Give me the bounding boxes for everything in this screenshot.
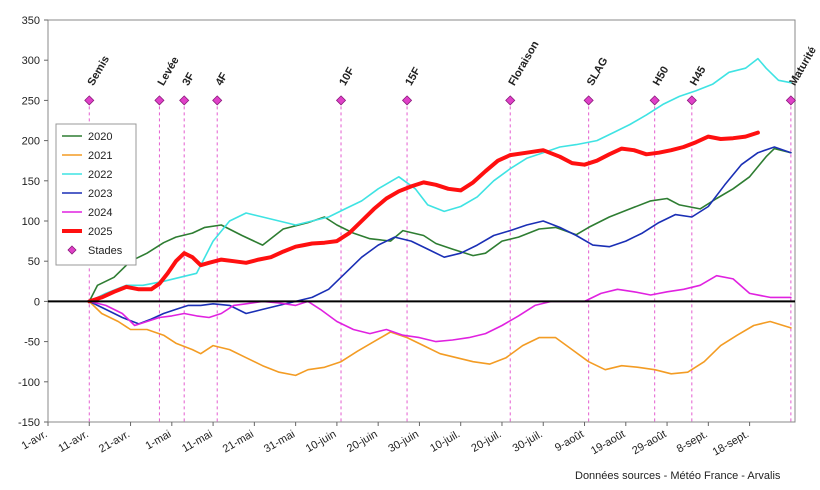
x-tick-label: 9-août xyxy=(553,428,586,454)
source-note: Données sources - Météo France - Arvalis xyxy=(575,470,781,482)
stage-points xyxy=(84,95,796,106)
y-tick-label: -100 xyxy=(18,377,40,389)
legend-label-2021: 2021 xyxy=(88,150,112,162)
y-tick-label: 50 xyxy=(28,256,40,268)
x-tick-label: 10-juil. xyxy=(428,428,462,455)
x-tick-label: 21-mai xyxy=(221,428,256,455)
stage-label: 15F xyxy=(403,65,423,88)
series-2025 xyxy=(87,130,760,304)
stage-marker xyxy=(154,95,165,106)
legend-label-2023: 2023 xyxy=(88,188,112,200)
stage-label: 4F xyxy=(213,71,230,88)
series-lines xyxy=(87,57,792,377)
legend-label-2025: 2025 xyxy=(88,226,112,238)
y-axis: -150 -100 -50 0 50 100 150 200 250 300 350 xyxy=(18,15,796,429)
y-tick-label: 150 xyxy=(22,176,40,188)
stage-marker xyxy=(179,95,190,106)
x-tick-label: 1-mai xyxy=(143,428,173,452)
stage-marker xyxy=(335,95,347,106)
series-2022 xyxy=(88,57,792,303)
stage-label: H50 xyxy=(651,64,671,87)
stage-marker xyxy=(401,95,413,106)
y-tick-label: -50 xyxy=(24,337,40,349)
legend-swatch-stades xyxy=(67,245,77,255)
stage-label: Floraison xyxy=(506,39,541,88)
y-tick-label: 0 xyxy=(34,296,40,308)
series-2021 xyxy=(88,300,792,377)
stage-marker xyxy=(583,95,594,106)
x-tick-label: 18-sept. xyxy=(711,428,751,458)
legend-label-2024: 2024 xyxy=(88,207,112,219)
stage-marker xyxy=(505,95,516,106)
y-tick-label: -150 xyxy=(18,417,40,429)
x-tick-label: 10-juin xyxy=(304,428,339,455)
legend-box xyxy=(55,123,137,266)
legend: 2020 2021 2022 2023 2024 2025 Stades xyxy=(55,123,137,266)
y-tick-label: 300 xyxy=(22,55,40,67)
x-tick-label: 29-août xyxy=(630,428,668,457)
x-tick-label: 30-juin xyxy=(386,428,421,455)
x-tick-label: 31-mai xyxy=(262,428,297,455)
x-tick-label: 21-avr. xyxy=(97,428,132,455)
series-2020 xyxy=(88,147,792,303)
stage-label: 10F xyxy=(337,65,357,88)
legend-label-2022: 2022 xyxy=(88,169,112,181)
legend-label-stades: Stades xyxy=(88,245,123,257)
x-tick-label: 19-août xyxy=(589,428,627,457)
stage-marker xyxy=(212,95,223,106)
x-tick-label: 8-sept. xyxy=(675,428,710,455)
y-tick-label: 200 xyxy=(22,136,40,148)
stage-marker xyxy=(649,95,660,106)
stage-label: Maturité xyxy=(787,45,819,88)
x-tick-label: 20-juil. xyxy=(469,428,503,455)
legend-label-2020: 2020 xyxy=(88,131,112,143)
series-2023 xyxy=(88,146,792,325)
y-tick-label: 350 xyxy=(22,15,40,27)
stage-label: 3F xyxy=(180,71,197,88)
y-tick-label: 250 xyxy=(22,95,40,107)
y-tick-label: 100 xyxy=(22,216,40,228)
stage-marker xyxy=(84,95,95,106)
stage-label: SLAG xyxy=(585,55,611,87)
x-tick-label: 11-mai xyxy=(180,428,214,455)
stage-label: Levée xyxy=(156,55,182,88)
x-axis: 1-avr. 11-avr. 21-avr. 1-mai 11-mai 21-mai 31-… xyxy=(20,422,751,458)
x-tick-label: 1-avr. xyxy=(20,428,50,452)
stage-label: H45 xyxy=(688,64,708,87)
stage-marker xyxy=(785,95,796,106)
stage-label: Semis xyxy=(85,54,112,88)
x-tick-label: 20-juin xyxy=(345,428,380,455)
x-tick-label: 11-avr. xyxy=(56,428,90,455)
stage-marker xyxy=(686,95,697,106)
x-tick-label: 30-juil. xyxy=(511,428,545,455)
series-2024 xyxy=(88,274,792,343)
